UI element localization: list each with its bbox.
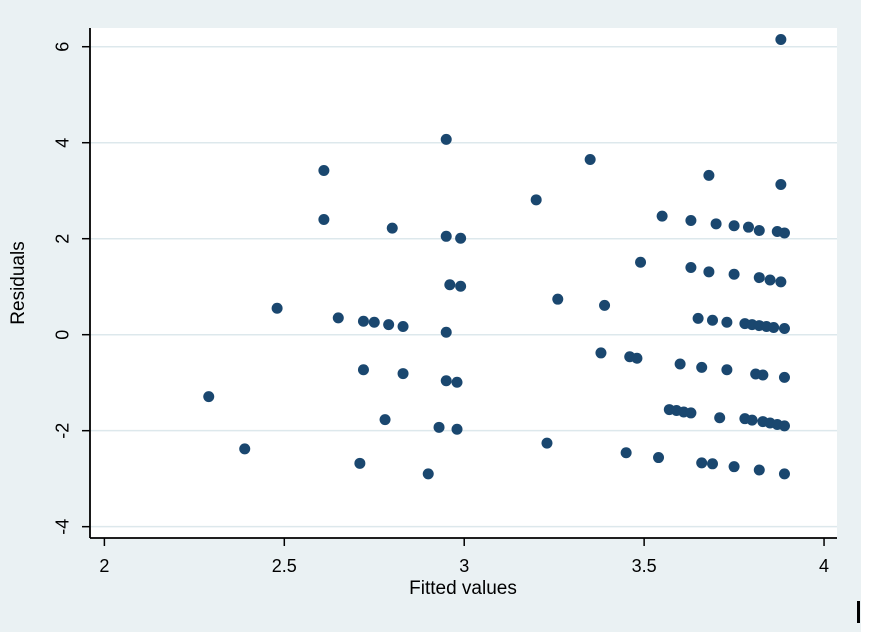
data-point	[332, 312, 344, 324]
data-point	[383, 319, 395, 331]
data-point	[728, 268, 740, 280]
y-tick-label: 6	[53, 42, 73, 52]
data-point	[778, 420, 790, 432]
data-point	[653, 452, 665, 464]
data-point	[595, 347, 607, 359]
data-point	[685, 261, 697, 273]
data-points	[203, 34, 790, 480]
data-point	[728, 461, 740, 473]
data-point	[714, 412, 726, 424]
x-tick-label: 2	[99, 556, 109, 576]
data-point	[764, 274, 776, 286]
x-tick-label: 4	[819, 556, 829, 576]
data-point	[768, 321, 780, 333]
data-point	[584, 154, 596, 166]
x-axis-title: Fitted values	[409, 578, 517, 599]
data-point	[422, 468, 434, 480]
data-point	[775, 178, 787, 190]
data-point	[635, 256, 647, 268]
data-point	[368, 316, 380, 328]
data-point	[318, 165, 330, 177]
data-point	[440, 230, 452, 242]
data-point	[451, 376, 463, 388]
data-point	[318, 214, 330, 226]
data-point	[710, 218, 722, 230]
data-point	[778, 322, 790, 334]
data-point	[357, 315, 369, 327]
data-point	[778, 371, 790, 383]
data-point	[357, 364, 369, 376]
data-point	[757, 369, 769, 381]
y-axis-title: Residuals	[8, 241, 29, 324]
data-point	[674, 358, 686, 370]
data-point	[753, 464, 765, 476]
data-point	[440, 133, 452, 145]
data-point	[354, 457, 366, 469]
tick-labels: -4 -2 0 2 4 6 2 2.5 3 3.5 4	[53, 42, 829, 576]
x-tick-label: 3.5	[632, 556, 657, 576]
data-point	[203, 391, 215, 403]
data-point	[541, 437, 553, 449]
data-point	[775, 34, 787, 46]
data-point	[746, 414, 758, 426]
data-point	[530, 194, 542, 206]
data-point	[455, 232, 467, 244]
data-point	[631, 352, 643, 364]
data-point	[451, 423, 463, 435]
data-point	[728, 220, 740, 232]
data-point	[703, 169, 715, 181]
data-point	[656, 210, 668, 222]
data-point	[379, 414, 391, 426]
data-point	[778, 227, 790, 239]
tick-marks	[82, 45, 825, 546]
data-point	[397, 368, 409, 380]
x-tick-label: 2.5	[272, 556, 297, 576]
y-tick-label: 0	[53, 330, 73, 340]
y-tick-label: 2	[53, 234, 73, 244]
data-point	[685, 214, 697, 226]
data-point	[707, 314, 718, 326]
y-tick-label: 4	[53, 138, 73, 148]
data-point	[271, 302, 283, 314]
data-point	[696, 457, 708, 469]
data-point	[552, 293, 564, 305]
data-point	[707, 458, 718, 470]
x-tick-label: 3	[459, 556, 469, 576]
data-point	[775, 276, 787, 288]
data-point	[753, 225, 765, 237]
y-tick-label: -4	[53, 519, 73, 535]
data-point	[721, 316, 733, 328]
data-point	[455, 280, 467, 292]
data-point	[721, 364, 733, 376]
data-point	[742, 221, 754, 233]
data-point	[444, 279, 456, 291]
data-point	[778, 468, 790, 480]
text-cursor	[857, 601, 860, 623]
data-point	[440, 375, 452, 387]
y-tick-label: -2	[53, 423, 73, 439]
data-point	[696, 361, 708, 373]
data-point	[440, 326, 452, 338]
data-point	[433, 421, 445, 433]
data-point	[599, 299, 611, 311]
data-point	[397, 321, 409, 333]
data-point	[692, 312, 704, 324]
data-point	[620, 447, 632, 459]
data-point	[239, 443, 251, 455]
data-point	[703, 266, 715, 278]
data-point	[386, 222, 398, 234]
data-point	[685, 407, 697, 419]
data-point	[753, 272, 765, 284]
